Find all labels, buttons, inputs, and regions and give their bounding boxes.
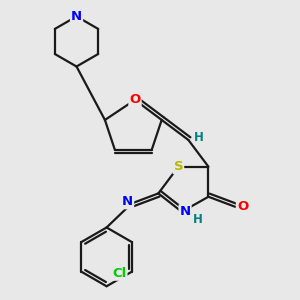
Text: N: N: [71, 10, 82, 23]
Text: Cl: Cl: [112, 267, 127, 280]
Text: H: H: [193, 213, 203, 226]
Text: O: O: [237, 200, 248, 213]
Text: N: N: [179, 205, 191, 218]
Text: H: H: [194, 131, 204, 144]
Text: S: S: [174, 160, 183, 173]
Text: N: N: [122, 195, 133, 208]
Text: O: O: [129, 93, 141, 106]
